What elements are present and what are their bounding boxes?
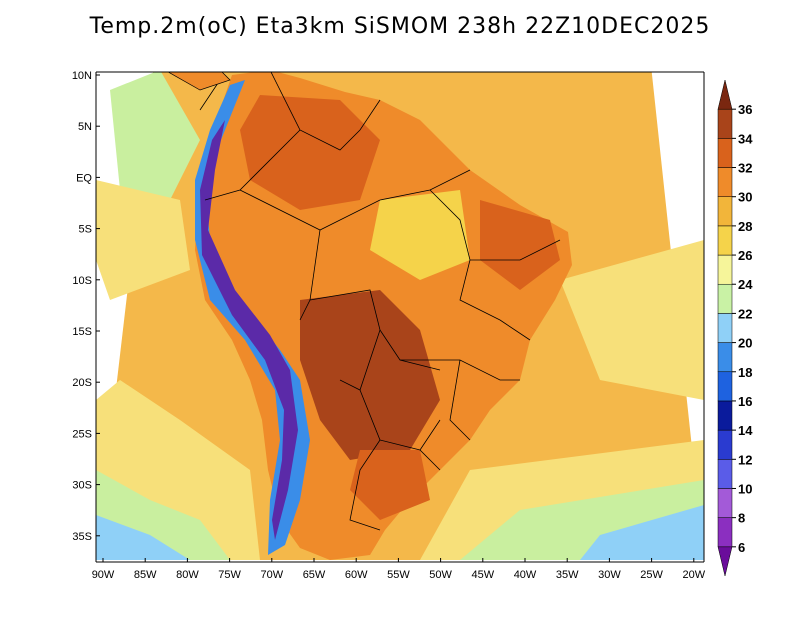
atlantic-cold-area xyxy=(580,505,704,560)
latitude-axis: 10N 5N EQ 5S 10S 15S 20S 25S 30S 35S xyxy=(72,70,100,543)
lat-label: 35S xyxy=(72,531,92,543)
lon-label: 85W xyxy=(134,569,157,581)
colorbar-label: 36 xyxy=(738,102,752,117)
colorbar-swatch xyxy=(717,429,733,460)
colorbar-swatch xyxy=(717,79,733,110)
colorbar-swatch xyxy=(717,546,733,577)
colorbar-label: 26 xyxy=(738,248,752,263)
lat-label: EQ xyxy=(76,172,92,184)
colorbar-swatch xyxy=(717,283,733,314)
lon-label: 50W xyxy=(429,569,452,581)
central-very-hot-zone xyxy=(300,290,440,460)
lon-label: 45W xyxy=(471,569,494,581)
lat-label: 5N xyxy=(78,121,92,133)
colorbar-label: 10 xyxy=(738,481,752,496)
pacific-central-mild-area xyxy=(96,180,190,300)
lat-label: 10S xyxy=(72,275,92,287)
map-sector-outline xyxy=(95,71,705,563)
lon-label: 80W xyxy=(176,569,199,581)
northeast-hot-zone xyxy=(480,200,560,290)
colorbar-swatch xyxy=(717,459,733,489)
lon-label: 75W xyxy=(218,569,241,581)
colorbar-swatch xyxy=(717,342,733,373)
north-hot-zone xyxy=(240,95,380,210)
colorbar-swatch xyxy=(717,225,733,256)
lon-label: 90W xyxy=(92,569,115,581)
colorbar-label: 20 xyxy=(738,336,752,351)
lat-label: 20S xyxy=(72,377,92,389)
colorbar-label: 14 xyxy=(738,423,753,438)
lon-label: 20W xyxy=(682,569,705,581)
lat-label: 10N xyxy=(72,70,92,82)
colorbar-swatch xyxy=(717,167,733,197)
lat-label: 25S xyxy=(72,428,92,440)
lat-label: 30S xyxy=(72,480,92,492)
colorbar: 6 8 10 12 14 16 18 20 22 24 26 28 30 32 34 36 xyxy=(717,79,753,577)
colorbar-label: 16 xyxy=(738,394,752,409)
lon-label: 35W xyxy=(556,569,579,581)
atlantic-central-mild-area xyxy=(560,240,704,400)
south-hot-zone xyxy=(350,450,430,520)
andes-very-cold-band xyxy=(200,120,298,540)
lat-label: 5S xyxy=(79,224,92,236)
lon-label: 30W xyxy=(598,569,621,581)
colorbar-label: 12 xyxy=(738,452,752,467)
colorbar-label: 24 xyxy=(738,277,753,292)
country-borders xyxy=(199,72,561,531)
temperature-field xyxy=(96,72,704,560)
colorbar-swatch xyxy=(717,371,733,402)
colorbar-swatch xyxy=(717,313,733,343)
lon-label: 55W xyxy=(387,569,410,581)
colorbar-swatch xyxy=(717,400,733,431)
colorbar-label: 18 xyxy=(738,365,752,380)
colorbar-label: 32 xyxy=(738,161,752,176)
colorbar-swatch xyxy=(717,138,733,168)
pacific-cold-area xyxy=(96,515,190,560)
lon-label: 70W xyxy=(260,569,283,581)
colorbar-label: 30 xyxy=(738,190,752,205)
colorbar-label: 22 xyxy=(738,306,752,321)
lat-label: 15S xyxy=(72,326,92,338)
colorbar-label: 34 xyxy=(738,131,753,146)
lon-label: 40W xyxy=(514,569,537,581)
central-america-land xyxy=(139,72,231,91)
pacific-north-cool-area xyxy=(110,72,200,200)
amazon-mild-zone xyxy=(370,190,470,280)
lon-label: 65W xyxy=(303,569,326,581)
colorbar-label: 28 xyxy=(738,219,752,234)
colorbar-label: 6 xyxy=(738,540,745,555)
longitude-axis: 90W 85W 80W 75W 70W 65W 60W 55W 50W 45W 40W 35W 30W 2… xyxy=(92,558,706,581)
colorbar-swatch xyxy=(717,254,733,285)
colorbar-swatch xyxy=(717,196,733,227)
map-title: Temp.2m(oC) Eta3km SiSMOM 238h 22Z10DEC2… xyxy=(89,14,711,39)
colorbar-swatch xyxy=(717,517,733,548)
lon-label: 25W xyxy=(640,569,663,581)
colorbar-swatch xyxy=(717,108,733,139)
lon-label: 60W xyxy=(345,569,368,581)
colorbar-label: 8 xyxy=(738,511,745,526)
colorbar-swatch xyxy=(717,488,733,518)
